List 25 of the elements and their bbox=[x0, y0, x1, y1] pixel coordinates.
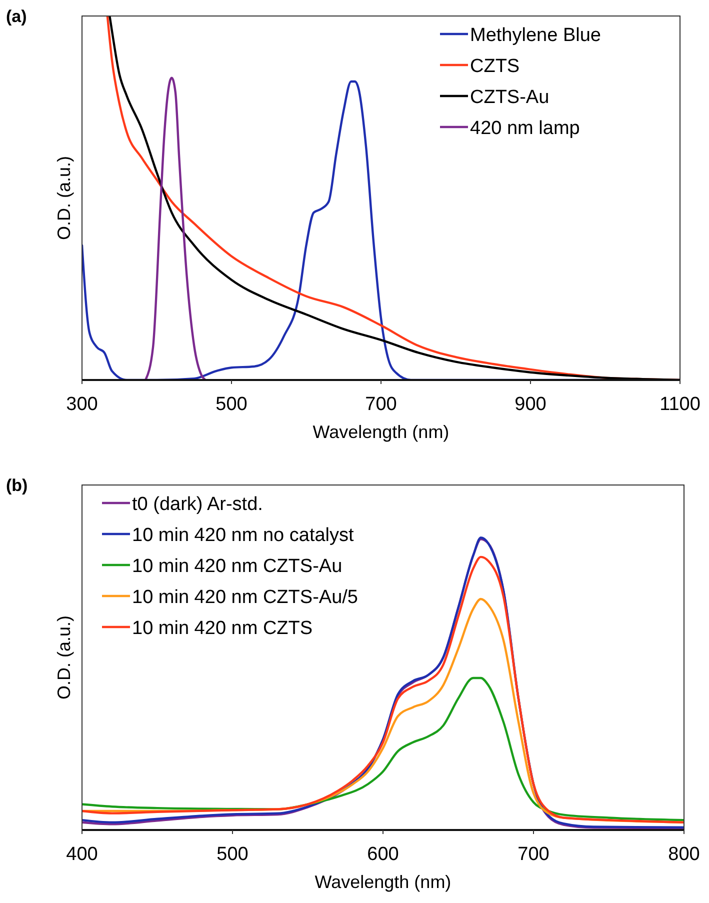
legend-label: Methylene Blue bbox=[470, 25, 601, 46]
x-tick-label: 1100 bbox=[660, 394, 700, 415]
x-tick-label: 700 bbox=[365, 394, 397, 415]
x-tick-label: 300 bbox=[66, 394, 98, 415]
legend-label: 10 min 420 nm CZTS-Au/5 bbox=[132, 587, 358, 608]
legend-label: 420 nm lamp bbox=[470, 118, 580, 139]
x-tick-label: 900 bbox=[514, 394, 546, 415]
legend-label: 10 min 420 nm no catalyst bbox=[132, 525, 355, 546]
legend-label: 10 min 420 nm CZTS bbox=[132, 618, 313, 639]
y-axis-title: O.D. (a.u.) bbox=[54, 156, 74, 240]
x-axis-title: Wavelength (nm) bbox=[314, 872, 452, 892]
y-axis-title: O.D. (a.u.) bbox=[54, 615, 74, 700]
x-tick-label: 800 bbox=[668, 844, 700, 865]
x-tick-label: 500 bbox=[216, 394, 248, 415]
x-tick-label: 700 bbox=[518, 844, 550, 865]
legend-label: t0 (dark) Ar-std. bbox=[132, 494, 263, 515]
text: (a) bbox=[6, 7, 27, 26]
legend-label: 10 min 420 nm CZTS-Au bbox=[132, 556, 342, 577]
x-tick-label: 600 bbox=[367, 844, 399, 865]
x-tick-label: 500 bbox=[216, 844, 248, 865]
text: (b) bbox=[6, 476, 28, 495]
legend-label: CZTS-Au bbox=[470, 87, 550, 108]
legend-label: CZTS bbox=[470, 56, 520, 77]
x-axis-title: Wavelength (nm) bbox=[312, 422, 450, 442]
x-tick-label: 400 bbox=[66, 844, 98, 865]
